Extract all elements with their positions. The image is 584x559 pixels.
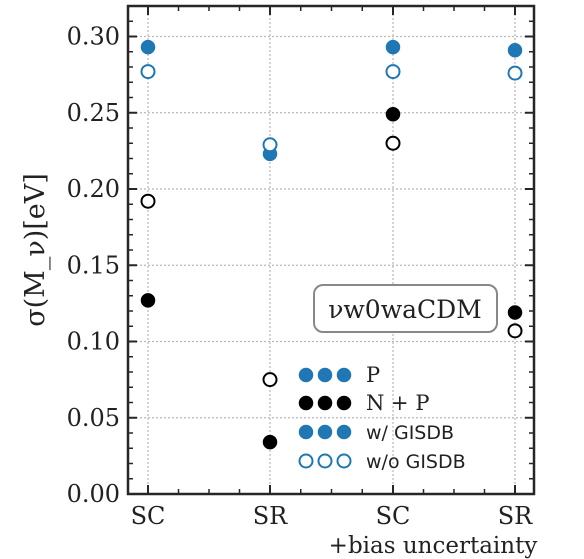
grid-lines <box>128 6 534 494</box>
legend-marker <box>317 395 333 411</box>
data-points <box>140 39 523 450</box>
data-point-open <box>262 372 278 388</box>
data-point-open <box>140 64 156 80</box>
y-tick-labels: 0.00 0.05 0.10 0.15 0.20 0.25 0.30 <box>67 23 120 509</box>
legend-marker <box>298 453 314 469</box>
x-tick-label: SC <box>376 502 411 530</box>
x-tick-label: SR <box>498 502 533 530</box>
bias-uncertainty-label: +bias uncertainty <box>329 533 538 559</box>
legend-marker <box>317 367 333 383</box>
legend-marker <box>317 453 333 469</box>
data-point-filled <box>140 293 156 308</box>
legend: P N + P w/ GISDB w/o GISDB <box>298 363 466 473</box>
legend-label: w/ GISDB <box>366 422 454 444</box>
data-point-open <box>140 193 156 209</box>
x-tick-label: SR <box>253 502 288 530</box>
y-tick-label: 0.20 <box>67 175 120 203</box>
axis-ticks <box>128 6 534 495</box>
y-tick-label: 0.30 <box>67 23 120 51</box>
y-tick-label: 0.15 <box>67 251 120 279</box>
data-point-open <box>385 64 401 80</box>
x-tick-labels: SC SR SC SR <box>131 502 534 530</box>
y-tick-label: 0.25 <box>67 99 120 127</box>
data-point-filled <box>140 39 156 55</box>
data-point-filled <box>262 434 278 450</box>
legend-marker <box>298 395 314 411</box>
legend-marker <box>336 453 352 469</box>
legend-marker <box>317 424 333 440</box>
legend-marker <box>336 395 352 411</box>
annotation-text: νw0waCDM <box>328 295 482 324</box>
legend-label: N + P <box>366 391 429 415</box>
legend-marker <box>298 367 314 383</box>
annotation-box <box>313 284 498 333</box>
y-axis-label: σ(M_ν)[eV] <box>20 173 51 327</box>
data-point-open <box>262 137 278 153</box>
data-point-filled <box>385 39 401 55</box>
data-point-filled <box>507 42 523 58</box>
y-tick-label: 0.10 <box>67 328 120 356</box>
data-point-open <box>507 323 523 339</box>
y-tick-label: 0.00 <box>67 480 120 508</box>
data-point-open <box>507 65 523 81</box>
legend-marker <box>298 424 314 440</box>
legend-label: w/o GISDB <box>366 451 466 473</box>
legend-marker <box>336 367 352 383</box>
data-point-filled <box>507 305 523 320</box>
x-tick-label: SC <box>131 502 166 530</box>
data-point-filled <box>385 107 401 122</box>
data-point-open <box>385 135 401 151</box>
y-tick-label: 0.05 <box>67 404 120 432</box>
legend-label: P <box>366 363 380 387</box>
plot-frame <box>126 4 536 496</box>
legend-marker <box>336 424 352 440</box>
model-annotation: νw0waCDM <box>313 284 498 333</box>
